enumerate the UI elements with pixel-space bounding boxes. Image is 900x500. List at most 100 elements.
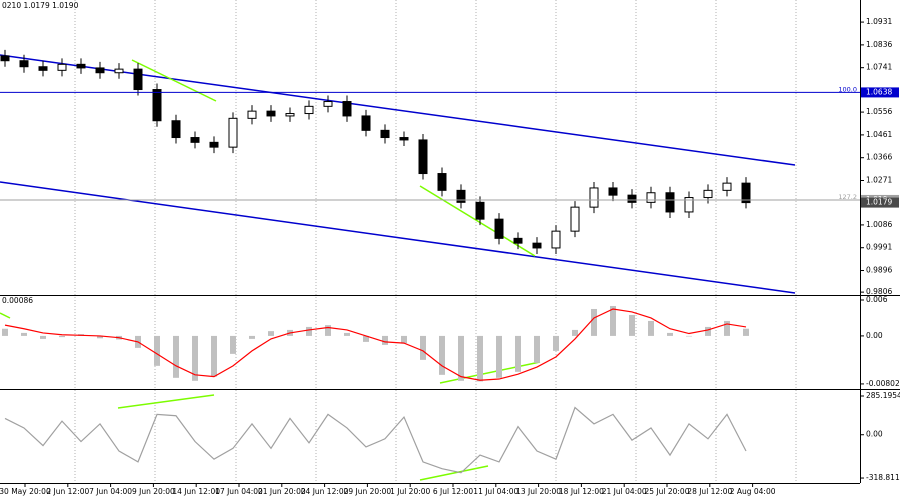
histogram-bar xyxy=(534,335,540,363)
histogram-bar xyxy=(458,335,464,381)
y-tick-label: 1.0931 xyxy=(866,17,892,26)
histogram-bar xyxy=(705,326,711,336)
y-tick-label: 1.0366 xyxy=(866,153,892,162)
price-line-value: 1.0638 xyxy=(866,87,892,96)
histogram-bar xyxy=(306,326,312,336)
x-tick-label: 2 Jun 12:00 xyxy=(46,487,89,496)
candle-body xyxy=(152,89,162,122)
histogram-bar xyxy=(724,320,730,336)
histogram-bar xyxy=(629,314,635,336)
candle-body xyxy=(285,113,295,117)
x-tick-label: 13 Jul 20:00 xyxy=(516,487,561,496)
x-tick-label: 14 Jun 12:00 xyxy=(172,487,220,496)
divergence-line xyxy=(117,394,215,409)
candle-body xyxy=(323,101,333,107)
histogram-bar xyxy=(40,335,46,339)
y-tick-label: 0.00 xyxy=(866,331,883,340)
candle-body xyxy=(0,55,10,62)
histogram-bar xyxy=(21,332,27,336)
divergence-line xyxy=(439,361,541,384)
divergence-line xyxy=(419,465,489,481)
divergence-line xyxy=(419,185,536,257)
indicator-line xyxy=(4,308,747,381)
candle-body xyxy=(570,206,580,232)
candle-body xyxy=(57,63,67,71)
x-tick-label: 1 Jul 20:00 xyxy=(390,487,430,496)
divergence-line xyxy=(0,312,11,319)
candle-body xyxy=(304,105,314,115)
y-tick-label: 0.9991 xyxy=(866,243,892,252)
histogram-bar xyxy=(249,335,255,339)
candle-body xyxy=(418,139,428,175)
candle-body xyxy=(722,182,732,191)
histogram-bar xyxy=(439,335,445,375)
divergence-line xyxy=(131,59,217,102)
price-line-label: 127.2 xyxy=(838,193,857,201)
candle-body xyxy=(513,237,523,244)
histogram-bar xyxy=(344,332,350,336)
histogram-bar xyxy=(154,335,160,366)
histogram-bar xyxy=(211,335,217,377)
histogram-bar xyxy=(268,331,274,336)
y-tick-label: 1.0836 xyxy=(866,40,892,49)
current-price-label: 1.0179 xyxy=(866,198,892,207)
histogram-bar xyxy=(230,335,236,354)
x-tick-label: 11 Jul 04:00 xyxy=(473,487,518,496)
x-tick-label: 7 Jun 04:00 xyxy=(89,487,132,496)
x-tick-label: 30 May 20:00 xyxy=(0,487,51,496)
candle-body xyxy=(646,192,656,203)
histogram-bar xyxy=(515,335,521,372)
y-tick-label: 1.0271 xyxy=(866,176,892,185)
histogram-bar xyxy=(59,335,65,338)
candle-body xyxy=(76,63,86,69)
indicator-line xyxy=(4,406,747,474)
candle-body xyxy=(665,192,675,213)
candle-body xyxy=(684,197,694,213)
histogram-bar xyxy=(667,332,673,336)
price-line-label: 100.0 xyxy=(838,85,857,93)
histogram-bar xyxy=(192,335,198,381)
current-price-box xyxy=(861,197,899,208)
histogram-bar xyxy=(2,328,8,336)
y-tick-label: 0.006 xyxy=(866,295,888,304)
candle-body xyxy=(551,230,561,249)
histogram-bar xyxy=(686,335,692,337)
y-tick-label: -318.8116 xyxy=(866,473,900,482)
price-header: 0210 1.0179 1.0190 xyxy=(2,1,79,10)
candle-body xyxy=(228,117,238,148)
y-tick-label: 0.00 xyxy=(866,430,883,439)
x-tick-label: 24 Jun 12:00 xyxy=(301,487,349,496)
histogram-bar xyxy=(743,328,749,336)
candle-body xyxy=(361,115,371,131)
candle-body xyxy=(475,201,485,220)
x-tick-label: 9 Jun 20:00 xyxy=(132,487,175,496)
histogram-bar xyxy=(382,335,388,345)
candle-body xyxy=(437,173,447,191)
candle-body xyxy=(703,189,713,199)
x-tick-label: 21 Jul 04:00 xyxy=(602,487,647,496)
y-tick-label: 1.0741 xyxy=(866,63,892,72)
candle-body xyxy=(266,110,276,117)
candle-body xyxy=(494,218,504,239)
histogram-bar xyxy=(420,335,426,360)
y-tick-label: 1.0086 xyxy=(866,220,892,229)
channel-lower xyxy=(0,181,796,294)
candle-body xyxy=(532,242,542,249)
histogram-bar xyxy=(325,325,331,336)
x-tick-label: 6 Jul 12:00 xyxy=(433,487,473,496)
candle-body xyxy=(627,194,637,203)
histogram-bar xyxy=(97,335,103,339)
x-tick-label: 25 Jul 20:00 xyxy=(645,487,690,496)
x-tick-label: 21 Jun 20:00 xyxy=(258,487,306,496)
candle-body xyxy=(133,68,143,91)
y-tick-label: -0.00802 xyxy=(866,379,900,388)
candle-body xyxy=(38,66,48,71)
macd-value: 0.00086 xyxy=(2,296,33,305)
candle-body xyxy=(456,189,466,203)
candle-body xyxy=(95,67,105,74)
candle-body xyxy=(399,137,409,141)
channel-upper xyxy=(0,54,796,166)
x-tick-label: 18 Jul 12:00 xyxy=(559,487,604,496)
